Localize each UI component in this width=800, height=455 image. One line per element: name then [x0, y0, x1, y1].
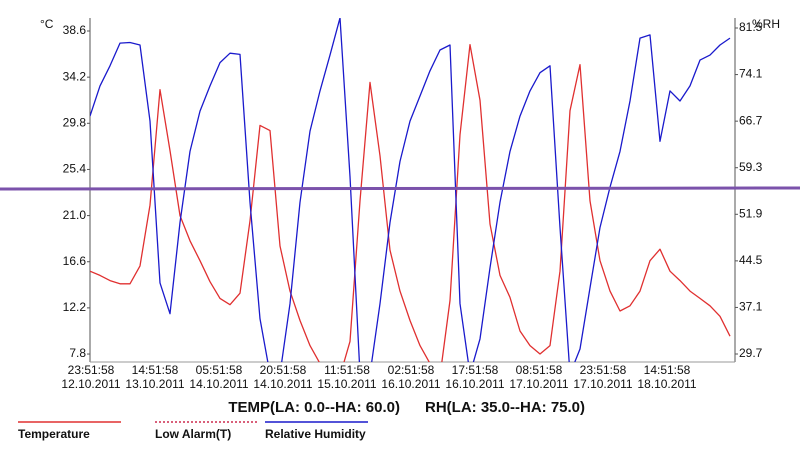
y2-tick-label: 66.7	[739, 113, 763, 127]
y-tick-label: 29.8	[63, 115, 87, 129]
x-tick-date: 17.10.2011	[509, 377, 568, 391]
x-tick-date: 16.10.2011	[381, 377, 440, 391]
x-tick-date: 18.10.2011	[637, 377, 696, 391]
legend-label: Temperature	[18, 427, 90, 441]
y2-tick-label: 29.7	[739, 346, 763, 360]
x-tick-label: 23:51:58	[580, 363, 627, 377]
x-tick-date: 17.10.2011	[573, 377, 632, 391]
overlay-line	[0, 186, 800, 191]
y-tick-label: 25.4	[63, 162, 87, 176]
y-unit: °C	[40, 17, 54, 31]
x-tick-label: 05:51:58	[196, 363, 243, 377]
series-line	[90, 18, 731, 362]
legend-label: Relative Humidity	[265, 427, 366, 441]
y-tick-label: 16.6	[63, 254, 87, 268]
x-tick-date: 14.10.2011	[189, 377, 248, 391]
legend-label: Low Alarm(T)	[155, 427, 231, 441]
x-tick-label: 20:51:58	[260, 363, 307, 377]
series-line	[90, 43, 731, 362]
y-tick-label: 7.8	[69, 346, 86, 360]
y2-tick-label: 81.5	[739, 20, 763, 34]
y-tick-label: 21.0	[63, 208, 87, 222]
x-tick-label: 17:51:58	[452, 363, 499, 377]
x-tick-date: 13.10.2011	[125, 377, 184, 391]
y2-tick-label: 37.1	[739, 300, 763, 314]
x-tick-date: 14.10.2011	[253, 377, 312, 391]
y-tick-label: 12.2	[63, 300, 87, 314]
y2-tick-label: 44.5	[739, 253, 763, 267]
x-tick-label: 08:51:58	[516, 363, 563, 377]
y2-tick-label: 59.3	[739, 160, 763, 174]
temp-title: TEMP(LA: 0.0--HA: 60.0)	[228, 399, 400, 416]
x-tick-date: 12.10.2011	[61, 377, 120, 391]
x-tick-date: 15.10.2011	[317, 377, 376, 391]
y2-tick-label: 74.1	[739, 67, 763, 81]
y-tick-label: 34.2	[63, 69, 87, 83]
x-tick-label: 02:51:58	[388, 363, 435, 377]
x-tick-date: 16.10.2011	[445, 377, 504, 391]
rh-title: RH(LA: 35.0--HA: 75.0)	[425, 399, 585, 416]
x-tick-label: 14:51:58	[644, 363, 691, 377]
y2-unit: %RH	[752, 17, 780, 31]
x-tick-label: 14:51:58	[132, 363, 179, 377]
x-tick-label: 23:51:58	[68, 363, 115, 377]
y2-tick-label: 51.9	[739, 206, 763, 220]
y-tick-label: 38.6	[63, 23, 87, 37]
x-tick-label: 11:51:58	[324, 363, 370, 377]
plot-area	[90, 18, 731, 362]
